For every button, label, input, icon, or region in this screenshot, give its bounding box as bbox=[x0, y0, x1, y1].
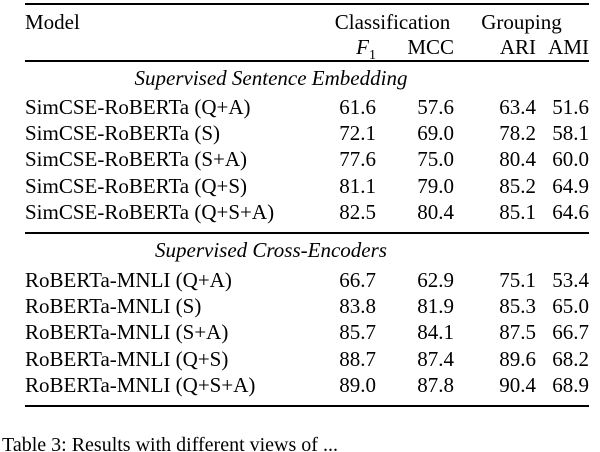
table-row: RoBERTa-MNLI (S+A) 85.7 84.1 87.5 66.7 bbox=[25, 320, 589, 346]
model-name-cell: RoBERTa-MNLI (S+A) bbox=[25, 320, 229, 345]
metric-value-cell: 80.4 bbox=[499, 147, 536, 172]
table-row: SimCSE-RoBERTa (S+A) 77.6 75.0 80.4 60.0 bbox=[25, 147, 589, 173]
metric-value-cell: 88.7 bbox=[339, 346, 376, 371]
column-group-classification: Classification bbox=[334, 10, 451, 34]
metric-value-cell: 85.7 bbox=[339, 320, 376, 345]
section-header-row: Supervised Cross-Encoders bbox=[25, 231, 589, 267]
column-group-grouping: Grouping bbox=[481, 10, 562, 34]
column-header-metric: MCC bbox=[376, 35, 454, 62]
metric-value-cell: 84.1 bbox=[417, 320, 454, 345]
metric-value-cell: 65.0 bbox=[552, 294, 589, 319]
row-spacer bbox=[25, 226, 589, 233]
metric-value-cell: 83.8 bbox=[339, 294, 376, 319]
model-name-cell: SimCSE-RoBERTa (S+A) bbox=[25, 147, 248, 172]
model-name-cell: RoBERTa-MNLI (Q+S+A) bbox=[25, 373, 256, 398]
section-title: Supervised Sentence Embedding bbox=[134, 65, 408, 90]
model-name-cell: SimCSE-RoBERTa (Q+S+A) bbox=[25, 200, 275, 225]
metric-value-cell: 64.9 bbox=[552, 173, 589, 198]
table-row: RoBERTa-MNLI (Q+A) 66.7 62.9 75.1 53.4 bbox=[25, 267, 589, 293]
metric-value-cell: 63.4 bbox=[499, 94, 536, 119]
metric-value-cell: 77.6 bbox=[339, 147, 376, 172]
metric-value-cell: 64.6 bbox=[552, 200, 589, 225]
group-header-row: Model Classification Grouping bbox=[25, 4, 589, 35]
table-header: Model Classification Grouping F1 MCC ARI AM… bbox=[25, 4, 589, 64]
table-row: RoBERTa-MNLI (S) 83.8 81.9 85.3 65.0 bbox=[25, 293, 589, 319]
metric-value-cell: 79.0 bbox=[417, 173, 454, 198]
metric-label: F bbox=[356, 35, 369, 59]
metric-value-cell: 87.4 bbox=[417, 346, 454, 371]
metric-value-cell: 75.0 bbox=[417, 147, 454, 172]
metric-header-spacer bbox=[25, 35, 331, 62]
metric-value-cell: 87.8 bbox=[417, 373, 454, 398]
column-header-model: Model bbox=[25, 10, 80, 34]
metric-value-cell: 62.9 bbox=[417, 267, 454, 292]
table-row: RoBERTa-MNLI (Q+S) 88.7 87.4 89.6 68.2 bbox=[25, 346, 589, 372]
metric-value-cell: 89.6 bbox=[499, 346, 536, 371]
metric-value-cell: 90.4 bbox=[499, 373, 536, 398]
model-name-cell: SimCSE-RoBERTa (Q+A) bbox=[25, 94, 251, 119]
metric-value-cell: 82.5 bbox=[339, 200, 376, 225]
metric-value-cell: 85.2 bbox=[499, 173, 536, 198]
metric-value-cell: 75.1 bbox=[499, 267, 536, 292]
metric-subscript: 1 bbox=[369, 48, 376, 64]
table-body: Supervised Sentence Embedding SimCSE-RoBE… bbox=[25, 61, 589, 406]
metric-value-cell: 58.1 bbox=[552, 121, 589, 146]
metric-value-cell: 69.0 bbox=[417, 121, 454, 146]
metric-value-cell: 61.6 bbox=[339, 94, 376, 119]
metric-value-cell: 57.6 bbox=[417, 94, 454, 119]
results-table: Model Classification Grouping F1 MCC ARI AM… bbox=[25, 3, 589, 407]
metric-value-cell: 87.5 bbox=[499, 320, 536, 345]
section-header-row: Supervised Sentence Embedding bbox=[25, 61, 589, 94]
table-row: RoBERTa-MNLI (Q+S+A) 89.0 87.8 90.4 68.9 bbox=[25, 373, 589, 399]
column-header-metric: AMI bbox=[536, 35, 589, 62]
metric-value-cell: 80.4 bbox=[417, 200, 454, 225]
table-caption: Table 3: Results with different views of… bbox=[2, 434, 338, 452]
metric-value-cell: 78.2 bbox=[499, 121, 536, 146]
model-name-cell: SimCSE-RoBERTa (Q+S) bbox=[25, 173, 248, 198]
table-row: SimCSE-RoBERTa (Q+A) 61.6 57.6 63.4 51.6 bbox=[25, 94, 589, 120]
table-row: SimCSE-RoBERTa (Q+S+A) 82.5 80.4 85.1 64.6 bbox=[25, 200, 589, 226]
model-name-cell: RoBERTa-MNLI (S) bbox=[25, 294, 202, 319]
metric-header-row: F1 MCC ARI AMI bbox=[25, 35, 589, 64]
column-header-metric: ARI bbox=[454, 35, 536, 62]
metric-value-cell: 85.1 bbox=[499, 200, 536, 225]
metric-value-cell: 66.7 bbox=[339, 267, 376, 292]
section-title: Supervised Cross-Encoders bbox=[25, 231, 589, 267]
metric-value-cell: 53.4 bbox=[552, 267, 589, 292]
column-header-metric: F1 bbox=[331, 35, 376, 64]
metric-value-cell: 66.7 bbox=[552, 320, 589, 345]
table-row: SimCSE-RoBERTa (S) 72.1 69.0 78.2 58.1 bbox=[25, 120, 589, 146]
metric-value-cell: 89.0 bbox=[339, 373, 376, 398]
metric-value-cell: 81.1 bbox=[339, 173, 376, 198]
metric-value-cell: 72.1 bbox=[339, 121, 376, 146]
table-row: SimCSE-RoBERTa (Q+S) 81.1 79.0 85.2 64.9 bbox=[25, 173, 589, 199]
row-spacer bbox=[25, 399, 589, 406]
metric-value-cell: 51.6 bbox=[552, 94, 589, 119]
model-name-cell: RoBERTa-MNLI (Q+S) bbox=[25, 346, 229, 371]
model-name-cell: RoBERTa-MNLI (Q+A) bbox=[25, 267, 232, 292]
metric-value-cell: 85.3 bbox=[499, 294, 536, 319]
metric-value-cell: 68.9 bbox=[552, 373, 589, 398]
metric-value-cell: 68.2 bbox=[552, 346, 589, 371]
metric-value-cell: 81.9 bbox=[417, 294, 454, 319]
model-name-cell: SimCSE-RoBERTa (S) bbox=[25, 121, 221, 146]
metric-value-cell: 60.0 bbox=[552, 147, 589, 172]
